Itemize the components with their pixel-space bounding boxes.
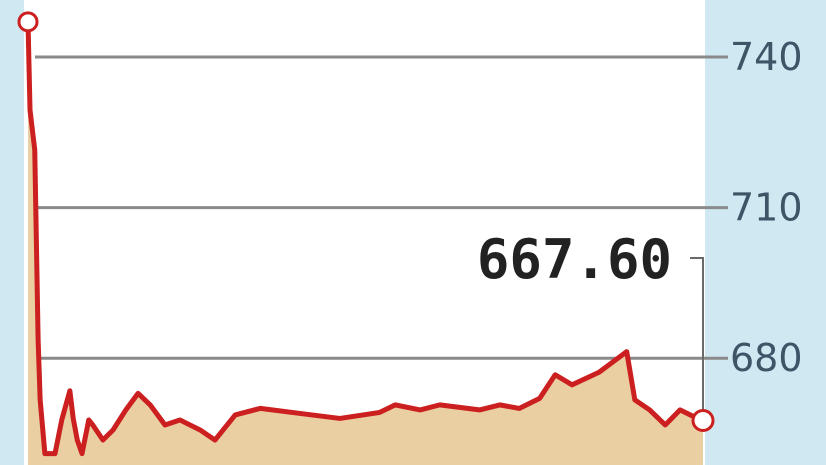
y-tick-label: 740 bbox=[730, 35, 803, 79]
end-point-marker bbox=[691, 408, 715, 432]
last-value-label: 667.60 bbox=[477, 228, 672, 291]
start-point-marker bbox=[17, 11, 39, 33]
area-fill bbox=[28, 21, 703, 465]
last-value-bracket bbox=[690, 257, 704, 413]
y-tick-label: 710 bbox=[730, 186, 803, 230]
right-panel-background bbox=[705, 0, 826, 465]
y-tick-label: 680 bbox=[730, 336, 803, 380]
price-line bbox=[25, 21, 704, 457]
left-panel-background bbox=[0, 0, 24, 465]
